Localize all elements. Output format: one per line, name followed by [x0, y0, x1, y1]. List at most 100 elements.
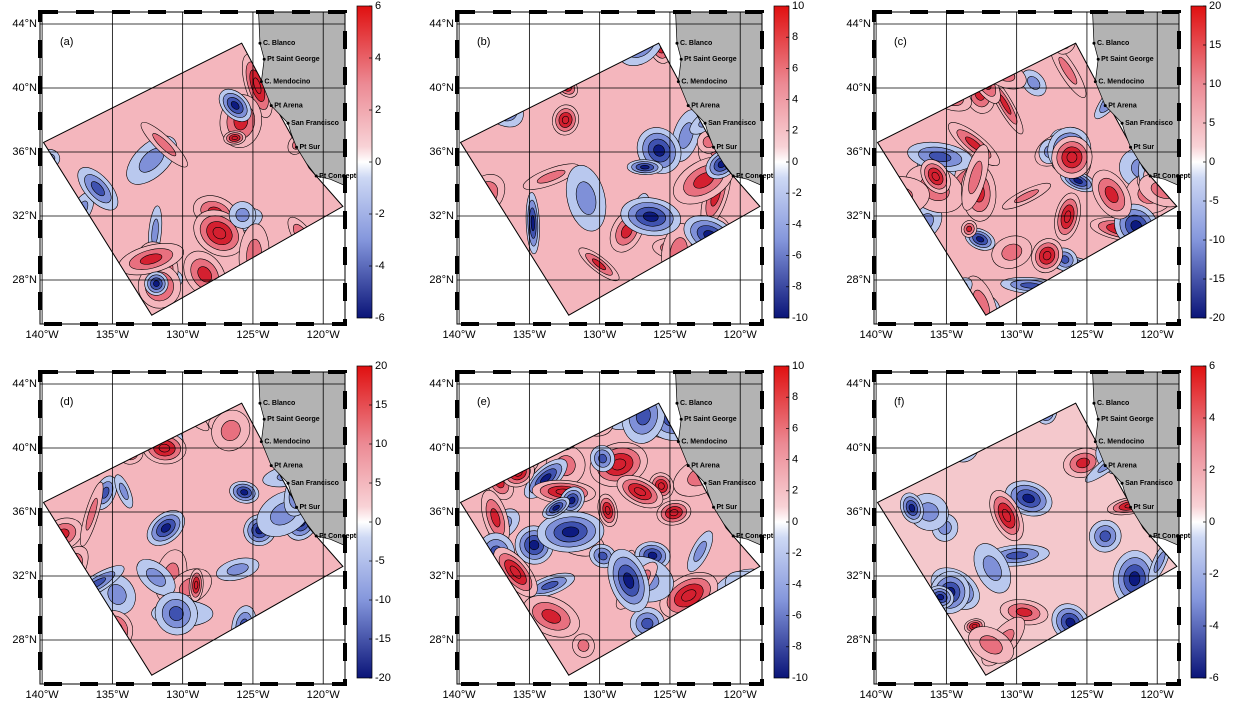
colorbar-label: -20: [375, 672, 391, 684]
colorbar-label: 0: [792, 156, 798, 168]
place-dot: [295, 146, 298, 149]
colorbar-label: 2: [1209, 464, 1215, 476]
place-label: C. Blanco: [680, 400, 712, 407]
colorbar-label: 0: [375, 516, 381, 528]
panel-label: (a): [60, 36, 73, 48]
place-dot: [258, 402, 261, 405]
lat-label: 32°N: [429, 570, 454, 582]
colorbar-label: -10: [375, 594, 391, 606]
colorbar-label: 2: [792, 485, 798, 497]
lon-label: 135°W: [930, 689, 964, 701]
lon-label: 125°W: [236, 329, 270, 341]
place-label: C. Mendocino: [681, 438, 727, 445]
lat-label: 36°N: [846, 146, 871, 158]
place-dot: [1104, 464, 1107, 467]
panel-label: (d): [60, 396, 73, 408]
place-dot: [680, 58, 683, 61]
map-panel: 44°N40°N36°N32°N28°N140°W135°W130°W125°W…: [12, 0, 384, 341]
place-label: C. Mendocino: [264, 78, 310, 85]
lat-label: 40°N: [429, 82, 454, 94]
colorbar-label: 6: [375, 0, 381, 12]
place-dot: [1129, 146, 1132, 149]
place-dot: [1149, 175, 1152, 178]
colorbar-label: 4: [792, 94, 798, 106]
place-dot: [675, 402, 678, 405]
lon-label: 135°W: [513, 689, 547, 701]
place-label: Pt Arena: [274, 102, 303, 109]
place-label: Pt Saint George: [1101, 416, 1154, 423]
place-label: Pt Arena: [1108, 102, 1137, 109]
colorbar-label: -8: [792, 281, 802, 293]
panel-label: (c): [894, 36, 907, 48]
place-dot: [260, 80, 263, 83]
place-label: C. Blanco: [263, 400, 295, 407]
place-dot: [675, 42, 678, 45]
colorbar-label: -2: [792, 547, 802, 559]
place-label: San Francisco: [291, 480, 339, 487]
lon-label: 120°W: [307, 329, 341, 341]
lon-label: 140°W: [860, 689, 894, 701]
lon-label: 130°W: [1000, 329, 1034, 341]
lat-label: 44°N: [429, 378, 454, 390]
place-label: San Francisco: [1125, 480, 1173, 487]
lon-label: 125°W: [1070, 329, 1104, 341]
map-panel: 44°N40°N36°N32°N28°N140°W135°W130°W125°W…: [429, 360, 807, 705]
colorbar-label: -8: [792, 641, 802, 653]
colorbar-label: 2: [792, 125, 798, 137]
colorbar-label: 0: [1209, 516, 1215, 528]
colorbar-label: 0: [792, 516, 798, 528]
colorbar-label: -10: [1209, 234, 1225, 246]
colorbar-label: 10: [1209, 78, 1221, 90]
lon-label: 140°W: [26, 329, 60, 341]
lat-label: 36°N: [846, 506, 871, 518]
lon-label: 120°W: [724, 689, 758, 701]
place-label: Pt Saint George: [684, 56, 737, 63]
place-label: C. Mendocino: [264, 438, 310, 445]
place-label: Pt Sur: [300, 504, 321, 511]
colorbar-label: 10: [792, 0, 804, 12]
place-label: San Francisco: [1125, 120, 1173, 127]
lat-label: 32°N: [846, 210, 871, 222]
lat-label: 44°N: [12, 18, 37, 30]
place-dot: [260, 440, 263, 443]
place-label: Pt Arena: [691, 462, 720, 469]
colorbar-label: 4: [792, 454, 798, 466]
lat-label: 32°N: [429, 210, 454, 222]
contour: [531, 215, 535, 230]
lat-label: 40°N: [12, 82, 37, 94]
lon-label: 130°W: [583, 689, 617, 701]
colorbar-label: 2: [375, 104, 381, 116]
lon-label: 140°W: [443, 329, 477, 341]
lon-label: 135°W: [513, 329, 547, 341]
place-dot: [1097, 418, 1100, 421]
colorbar-label: -6: [1209, 672, 1219, 684]
map-panel: 44°N40°N36°N32°N28°N140°W135°W130°W125°W…: [429, 0, 807, 341]
lon-label: 140°W: [26, 689, 60, 701]
colorbar-label: -6: [375, 312, 385, 324]
figure: 44°N 40°N 36°N 32°N 28°N 140°W 135°W 130°W 125°W…: [0, 0, 1255, 707]
place-label: Pt Saint George: [267, 416, 320, 423]
lon-label: 130°W: [166, 689, 200, 701]
lon-label: 140°W: [860, 329, 894, 341]
contour: [642, 618, 654, 629]
colorbar-label: 15: [1209, 39, 1221, 51]
lon-label: 135°W: [930, 329, 964, 341]
place-label: San Francisco: [708, 120, 756, 127]
colorbar-label: -5: [1209, 195, 1219, 207]
place-dot: [1149, 535, 1152, 538]
colorbar-label: 6: [792, 422, 798, 434]
map-panel: 44°N40°N36°N32°N28°N140°W135°W130°W125°W…: [846, 360, 1218, 701]
lat-label: 28°N: [12, 274, 37, 286]
colorbar-label: -10: [792, 312, 808, 324]
place-label: Pt Sur: [1134, 144, 1155, 151]
colorbar-label: -4: [1209, 620, 1219, 632]
lat-label: 28°N: [429, 274, 454, 286]
place-label: C. Blanco: [1097, 400, 1129, 407]
place-label: Pt Sur: [1134, 504, 1155, 511]
place-dot: [677, 440, 680, 443]
place-dot: [258, 42, 261, 45]
colorbar-label: 8: [792, 31, 798, 43]
lat-label: 44°N: [846, 18, 871, 30]
place-dot: [1097, 58, 1100, 61]
